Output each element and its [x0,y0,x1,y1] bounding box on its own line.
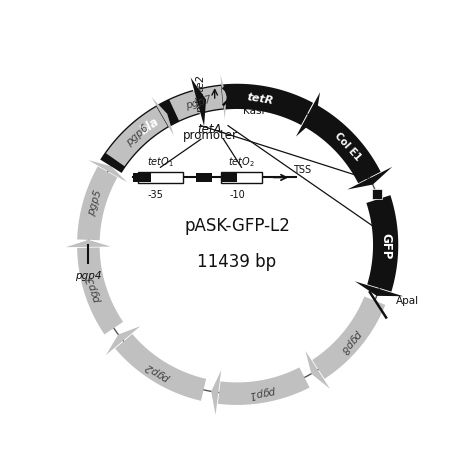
Polygon shape [88,161,128,183]
Text: promoter: promoter [182,129,237,142]
Text: KasI: KasI [243,106,264,116]
Text: pgp3: pgp3 [86,275,103,303]
Text: bla: bla [137,114,162,136]
Text: Col E1: Col E1 [332,130,363,162]
Text: pgp6: pgp6 [124,123,151,148]
Text: pgp7: pgp7 [184,94,213,111]
Bar [221,174,237,182]
Text: pgp5: pgp5 [86,188,103,216]
Polygon shape [305,351,330,389]
Bar [133,174,151,182]
Polygon shape [312,297,385,379]
Polygon shape [211,370,221,415]
Bar [221,172,262,184]
Text: mKate2: mKate2 [195,74,205,111]
Polygon shape [218,368,310,405]
Polygon shape [347,167,392,190]
Polygon shape [220,76,227,120]
Text: pgp2: pgp2 [145,360,172,383]
Polygon shape [77,248,123,335]
Polygon shape [191,78,206,127]
Text: 11439 bp: 11439 bp [198,252,276,270]
Text: -35: -35 [148,190,164,199]
Polygon shape [198,85,313,126]
Text: tetA: tetA [198,122,222,135]
Text: pgp4: pgp4 [75,270,101,280]
Text: pgp8: pgp8 [338,328,363,354]
Polygon shape [77,167,118,241]
Polygon shape [169,87,223,121]
Polygon shape [305,106,381,184]
Polygon shape [151,98,174,136]
Polygon shape [100,91,200,173]
Polygon shape [66,240,111,248]
Bar [196,174,212,182]
Polygon shape [296,93,320,137]
Text: TSS: TSS [293,165,311,174]
Text: -10: -10 [229,190,245,199]
Text: tetO$_1$: tetO$_1$ [147,155,174,169]
Bar [138,172,183,184]
Polygon shape [115,334,206,401]
Text: ApaI: ApaI [396,296,419,306]
Text: tetR: tetR [246,92,274,106]
Polygon shape [355,282,403,297]
Text: GFP: GFP [379,233,392,258]
Polygon shape [366,196,398,292]
Text: pgp1: pgp1 [249,384,277,399]
Polygon shape [106,326,140,355]
Text: tetO$_2$: tetO$_2$ [228,155,255,169]
Polygon shape [106,108,168,167]
Text: pASK-GFP-L2: pASK-GFP-L2 [184,216,290,234]
FancyBboxPatch shape [372,190,382,200]
